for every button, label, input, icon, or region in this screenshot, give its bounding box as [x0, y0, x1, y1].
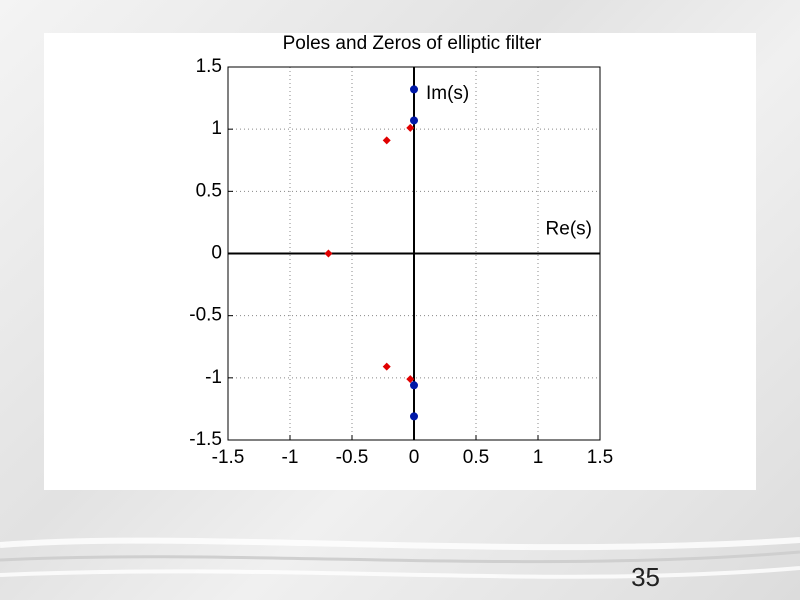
- x-tick-label: -1.5: [212, 447, 245, 468]
- y-tick-label: 1.5: [196, 56, 222, 77]
- zero-marker: [410, 85, 418, 94]
- x-tick-label: -0.5: [336, 447, 369, 468]
- zero-marker: [410, 116, 418, 125]
- x-tick-label: -1: [282, 447, 299, 468]
- pole-marker: [382, 136, 391, 145]
- y-tick-label: 0.5: [196, 180, 222, 201]
- pole-marker: [406, 123, 415, 132]
- annotation: Re(s): [546, 219, 592, 240]
- chart-title: Poles and Zeros of elliptic filter: [283, 33, 542, 54]
- pole-marker: [382, 362, 391, 371]
- x-tick-label: 0.5: [463, 447, 489, 468]
- y-tick-label: 1: [211, 118, 222, 139]
- y-tick-label: -1: [205, 367, 222, 388]
- annotation: Im(s): [426, 83, 469, 104]
- zero-marker: [410, 381, 418, 390]
- pole-marker: [406, 375, 415, 384]
- pole-marker: [324, 249, 333, 258]
- y-tick-label: -0.5: [189, 305, 222, 326]
- page-number: 35: [631, 562, 660, 592]
- zero-marker: [410, 412, 418, 421]
- y-tick-label: -1.5: [189, 429, 222, 450]
- x-tick-label: 1.5: [587, 447, 613, 468]
- x-tick-label: 0: [409, 447, 420, 468]
- y-tick-label: 0: [211, 243, 222, 264]
- x-tick-label: 1: [533, 447, 544, 468]
